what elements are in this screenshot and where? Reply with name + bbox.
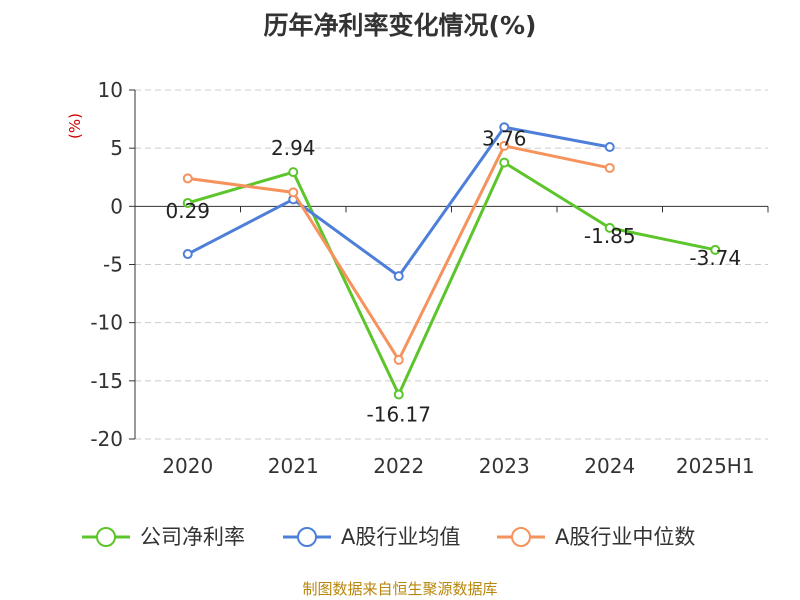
data-point <box>288 167 299 178</box>
legend-swatch-marker <box>511 527 531 547</box>
data-label: 3.76 <box>482 127 527 151</box>
x-tick-label: 2021 <box>268 454 319 478</box>
legend-swatch-marker <box>297 527 317 547</box>
y-axis-label: (%) <box>66 113 84 139</box>
axes: 10 5 0 -5 -10 -15 -20 2020 2021 2022 2023 2024 2025H… <box>66 78 769 478</box>
data-point <box>604 162 615 173</box>
data-label: 2.94 <box>271 136 316 160</box>
data-labels: 0.29 2.94 -16.17 3.76 -1.85 -3.74 <box>165 127 741 427</box>
x-tick-label: 2025H1 <box>676 454 755 478</box>
data-label: -16.17 <box>367 402 431 426</box>
x-tick-label: 2024 <box>584 454 635 478</box>
data-point <box>604 222 615 233</box>
data-label: -1.85 <box>584 224 636 248</box>
legend-item: A股行业中位数 <box>497 525 695 549</box>
data-point <box>499 157 510 168</box>
y-tick-label: 5 <box>110 136 123 160</box>
y-tick-label: 0 <box>110 194 123 218</box>
series-line <box>187 125 611 278</box>
x-tick-label: 2022 <box>373 454 424 478</box>
data-point <box>710 244 721 255</box>
legend-item: 公司净利率 <box>82 525 245 549</box>
data-label: -3.74 <box>689 246 741 270</box>
legend-label: A股行业均值 <box>341 525 460 549</box>
data-label: 0.29 <box>165 199 210 223</box>
data-point <box>182 173 193 184</box>
y-tick-label: -20 <box>90 427 123 451</box>
data-point <box>182 197 193 208</box>
data-point <box>393 389 404 400</box>
chart-title: 历年净利率变化情况(%) <box>263 11 537 40</box>
data-point <box>393 354 404 365</box>
legend-label: 公司净利率 <box>140 525 245 549</box>
legend-swatch-marker <box>96 527 116 547</box>
legend-label: A股行业中位数 <box>555 525 695 549</box>
data-point <box>499 122 510 133</box>
data-point <box>499 140 510 151</box>
y-tick-label: -5 <box>103 253 123 277</box>
series-lines <box>182 122 721 400</box>
y-tick-label: 10 <box>98 78 123 102</box>
series-line <box>187 144 611 362</box>
legend: 公司净利率 A股行业均值 A股行业中位数 <box>82 525 695 549</box>
x-tick-label: 2023 <box>479 454 530 478</box>
series-line <box>187 161 716 396</box>
data-point <box>393 271 404 282</box>
grid-lines <box>135 89 768 440</box>
x-tick-label: 2020 <box>162 454 213 478</box>
legend-item: A股行业均值 <box>283 525 460 549</box>
data-point <box>288 187 299 198</box>
y-tick-label: -10 <box>90 311 123 335</box>
source-footer: 制图数据来自恒生聚源数据库 <box>302 580 498 598</box>
data-point <box>182 249 193 260</box>
y-tick-label: -15 <box>90 369 123 393</box>
data-point <box>604 142 615 153</box>
